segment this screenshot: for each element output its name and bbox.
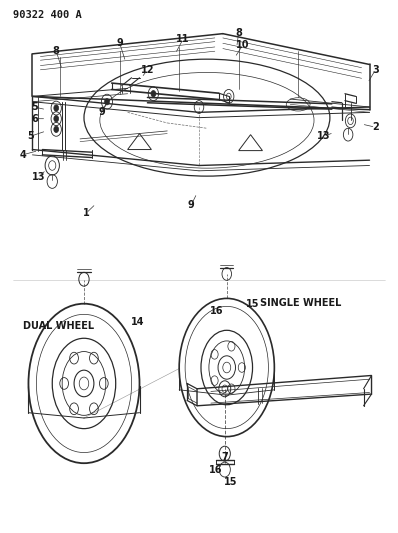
Text: 9: 9 <box>116 38 123 48</box>
Text: 15: 15 <box>246 298 259 309</box>
Circle shape <box>54 116 59 122</box>
Text: 9: 9 <box>188 200 195 211</box>
Circle shape <box>151 91 156 97</box>
Text: 15: 15 <box>224 477 238 487</box>
Text: 8: 8 <box>53 46 60 56</box>
Text: DUAL WHEEL: DUAL WHEEL <box>23 321 94 331</box>
Text: 1: 1 <box>83 208 89 219</box>
Text: 11: 11 <box>176 34 190 44</box>
Circle shape <box>105 99 109 105</box>
Text: 16: 16 <box>209 465 223 474</box>
Text: 14: 14 <box>131 317 144 327</box>
Text: 10: 10 <box>236 41 250 50</box>
Text: 4: 4 <box>19 150 26 160</box>
Circle shape <box>54 126 59 133</box>
Text: 3: 3 <box>372 65 379 75</box>
Circle shape <box>54 105 59 111</box>
Text: 2: 2 <box>372 122 379 132</box>
Text: 5: 5 <box>27 131 34 141</box>
Text: 16: 16 <box>210 305 224 316</box>
Text: 13: 13 <box>31 172 45 182</box>
Text: 6: 6 <box>31 114 38 124</box>
Text: 13: 13 <box>317 131 331 141</box>
Text: 5: 5 <box>31 102 38 112</box>
Text: SINGLE WHEEL: SINGLE WHEEL <box>260 297 342 308</box>
Text: 8: 8 <box>235 28 242 38</box>
Text: 7: 7 <box>221 452 228 462</box>
Text: 9: 9 <box>98 107 105 117</box>
Text: 12: 12 <box>140 65 154 75</box>
Text: 90322 400 A: 90322 400 A <box>13 10 81 20</box>
